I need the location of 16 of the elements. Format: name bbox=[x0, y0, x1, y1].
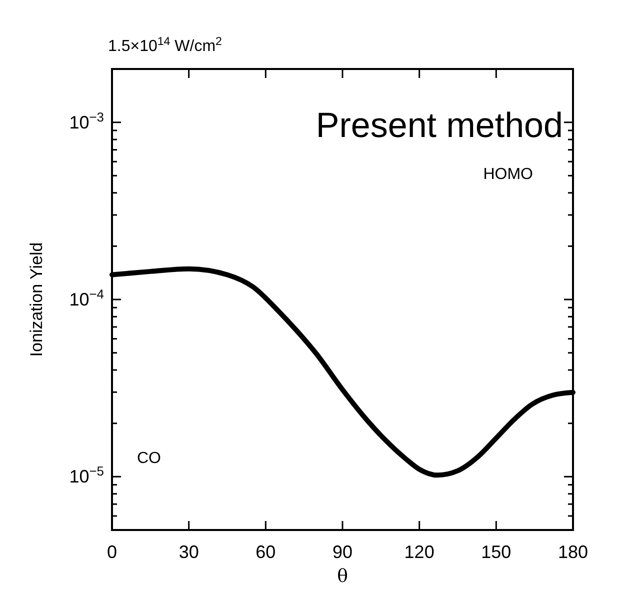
x-tick-label: 30 bbox=[178, 542, 199, 562]
x-axis-title: θ bbox=[337, 566, 348, 587]
y-tick-label: 10$^{−3}$ bbox=[69, 108, 104, 132]
x-tick-label: 90 bbox=[332, 542, 353, 562]
x-tick-label: 180 bbox=[558, 542, 588, 562]
annotation: CO bbox=[137, 450, 161, 467]
y-tick-label: 10$^{−5}$ bbox=[69, 463, 104, 487]
x-tick-label: 150 bbox=[481, 542, 512, 562]
annotation: Present method bbox=[316, 106, 563, 145]
annotation: HOMO bbox=[483, 166, 533, 183]
x-tick-label: 120 bbox=[404, 542, 434, 562]
y-axis-title: Ionization Yield bbox=[27, 242, 46, 357]
y-tick-label: 10$^{−4}$ bbox=[69, 286, 104, 310]
x-tick-label: 60 bbox=[256, 542, 276, 562]
chart-title: 1.5×10$^{14}$ W/cm$^{2}$ bbox=[108, 36, 222, 55]
x-tick-label: 0 bbox=[106, 542, 118, 562]
